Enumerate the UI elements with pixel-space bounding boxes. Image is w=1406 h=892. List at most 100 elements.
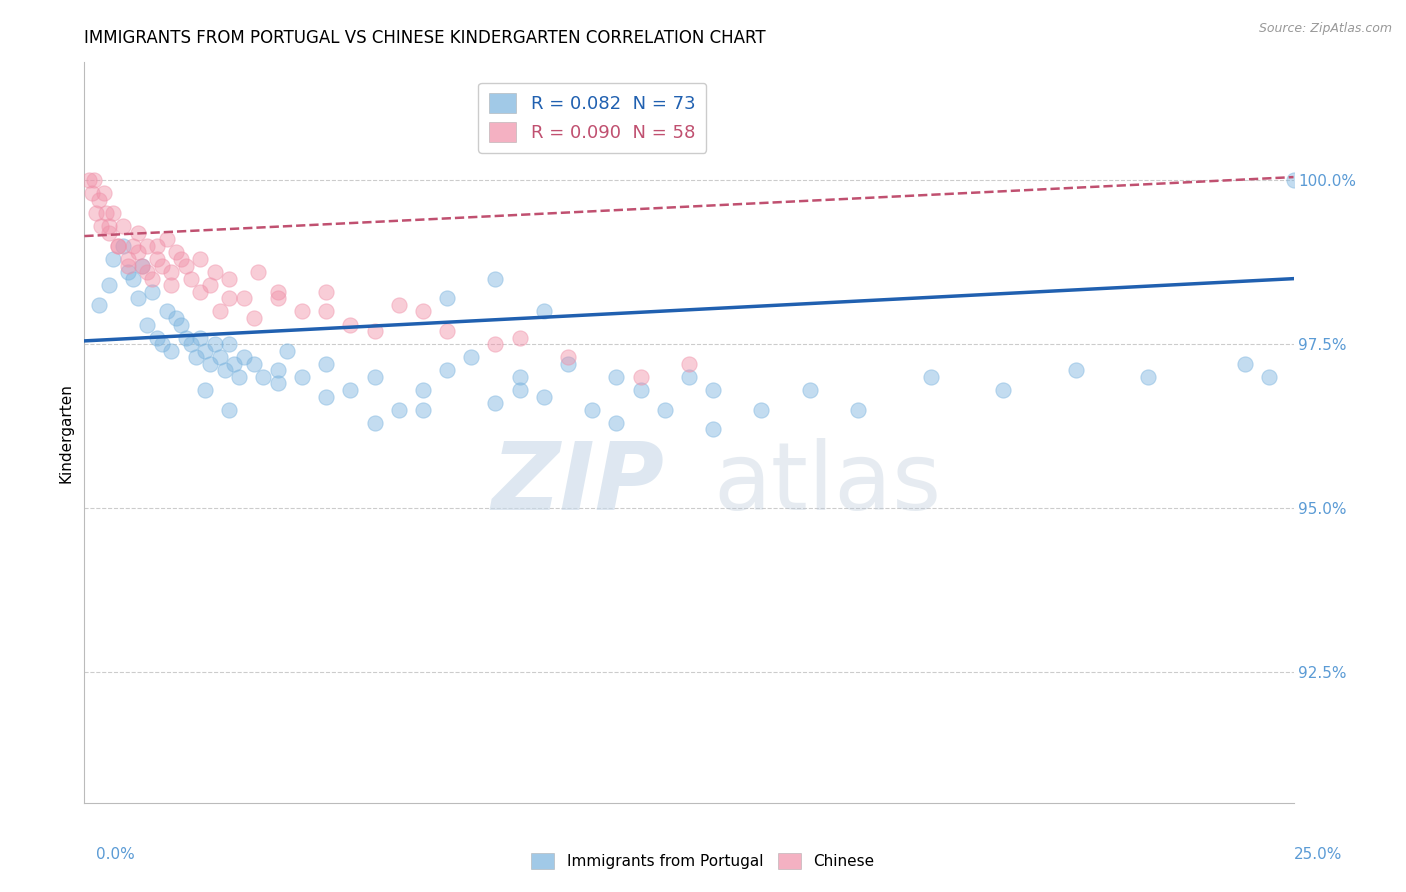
Point (363, 416, 385, 430)
Point (86, 206, 108, 220)
Point (103, 206, 125, 220)
Point (224, 357, 246, 371)
Point (218, 271, 240, 285)
Point (121, 271, 143, 285)
Point (204, 337, 226, 351)
Point (94, 206, 117, 220)
Point (97, 226, 120, 240)
Point (180, 337, 202, 351)
Text: ZIP: ZIP (492, 439, 665, 531)
Point (160, 343, 183, 358)
Point (127, 245, 149, 260)
Point (214, 363, 236, 377)
Point (388, 298, 411, 312)
Point (218, 291, 240, 305)
Point (581, 402, 603, 417)
Point (160, 265, 183, 279)
Point (267, 291, 290, 305)
Point (194, 343, 217, 358)
Point (127, 226, 149, 240)
Point (184, 351, 207, 365)
Point (87, 193, 110, 207)
Point (150, 337, 173, 351)
Point (533, 390, 555, 404)
Point (117, 259, 139, 273)
Point (291, 304, 314, 318)
Point (363, 370, 385, 384)
Point (484, 396, 506, 410)
Point (509, 370, 531, 384)
Legend: Immigrants from Portugal, Chinese: Immigrants from Portugal, Chinese (526, 847, 880, 875)
Point (315, 285, 337, 299)
Point (107, 239, 129, 253)
Point (702, 422, 724, 436)
Point (291, 370, 314, 384)
Point (97, 278, 120, 293)
Point (751, 402, 773, 417)
Point (180, 271, 202, 285)
Text: 0.0%: 0.0% (96, 847, 135, 862)
Point (80, 186, 103, 201)
Point (557, 351, 579, 365)
Point (436, 363, 458, 377)
Point (509, 330, 531, 344)
Point (436, 324, 458, 338)
Point (146, 330, 169, 344)
Point (117, 252, 139, 266)
Point (388, 402, 411, 417)
Point (228, 370, 250, 384)
Point (799, 383, 821, 397)
Point (339, 318, 361, 332)
Point (160, 278, 183, 293)
Point (654, 402, 676, 417)
Point (252, 370, 274, 384)
Point (1258, 370, 1281, 384)
Point (484, 337, 506, 351)
Point (276, 343, 298, 358)
Point (1234, 357, 1257, 371)
Point (190, 330, 212, 344)
Point (112, 239, 135, 253)
Point (993, 383, 1015, 397)
Point (605, 370, 627, 384)
Point (146, 252, 169, 266)
Point (141, 285, 163, 299)
Point (315, 357, 337, 371)
Point (107, 239, 129, 253)
Point (509, 383, 531, 397)
Point (630, 383, 652, 397)
Text: IMMIGRANTS FROM PORTUGAL VS CHINESE KINDERGARTEN CORRELATION CHART: IMMIGRANTS FROM PORTUGAL VS CHINESE KIND… (84, 29, 766, 47)
Point (146, 239, 169, 253)
Point (460, 351, 482, 365)
Point (412, 383, 434, 397)
Point (83, 173, 105, 187)
Text: 25.0%: 25.0% (1295, 847, 1343, 862)
Point (127, 291, 149, 305)
Point (208, 351, 231, 365)
Point (194, 383, 217, 397)
Point (93, 186, 115, 201)
Point (121, 239, 143, 253)
Point (339, 383, 361, 397)
Point (267, 363, 290, 377)
Point (155, 304, 177, 318)
Point (190, 252, 212, 266)
Point (1064, 363, 1087, 377)
Point (218, 402, 240, 417)
Point (315, 304, 337, 318)
Point (678, 357, 700, 371)
Point (846, 402, 869, 417)
Point (136, 239, 159, 253)
Point (218, 337, 240, 351)
Legend: R = 0.082  N = 73, R = 0.090  N = 58: R = 0.082 N = 73, R = 0.090 N = 58 (478, 83, 706, 153)
Point (242, 357, 264, 371)
Point (267, 376, 290, 391)
Point (315, 390, 337, 404)
Point (97, 219, 120, 234)
Point (190, 285, 212, 299)
Text: atlas: atlas (713, 439, 942, 531)
Point (198, 357, 221, 371)
Point (678, 370, 700, 384)
Point (920, 370, 942, 384)
Point (412, 304, 434, 318)
